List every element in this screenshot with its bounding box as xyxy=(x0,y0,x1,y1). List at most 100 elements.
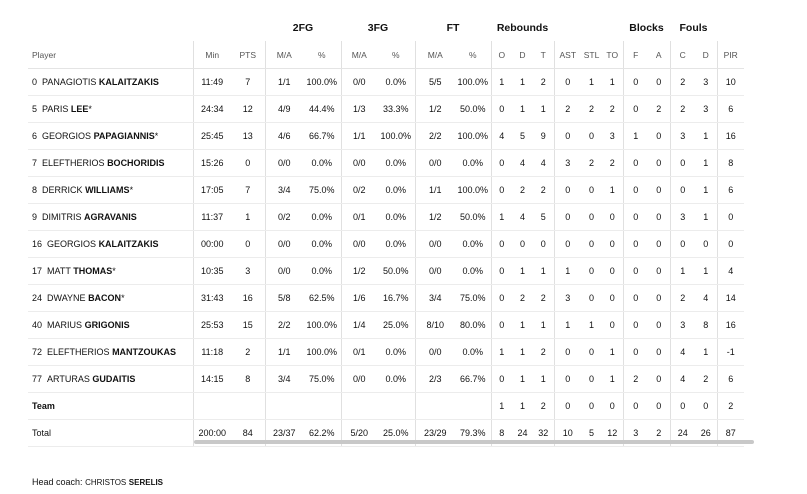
stat-to: 0 xyxy=(602,392,623,420)
stat-t: 1 xyxy=(533,95,554,123)
header-3fg-pct[interactable]: % xyxy=(377,41,415,69)
player-name-cell[interactable]: 72 ELEFTHERIOS MANTZOUKAS xyxy=(28,338,193,366)
player-number: 72 xyxy=(32,347,43,357)
player-name-cell[interactable]: 40 MARIUS GRIGONIS xyxy=(28,311,193,339)
stat-ft: 0/0 xyxy=(414,257,455,285)
stat-stl: 0 xyxy=(581,392,602,420)
header-2fg-pct[interactable]: % xyxy=(303,41,341,69)
stat-o: 1 xyxy=(490,203,512,231)
stat-fg2: 1/1 xyxy=(264,68,303,96)
stat-ast: 0 xyxy=(553,176,581,204)
table-row: 17 MATT THOMAS* 10:35 3 0/0 0.0% 1/2 50.0% 0/0 0… xyxy=(28,257,744,285)
stat-ft: 1/2 xyxy=(414,203,455,231)
group-rebounds: Rebounds xyxy=(496,21,549,34)
stat-ft: 1/2 xyxy=(414,95,455,123)
header-blocks-against[interactable]: A xyxy=(648,41,670,69)
stat-stl: 1 xyxy=(581,311,602,339)
stat-ftp: 66.7% xyxy=(455,365,491,393)
stat-d: 1 xyxy=(512,68,533,96)
table-row: 5 PARIS LEE* 24:34 12 4/9 44.4% 1/3 33.3% 1/2 50… xyxy=(28,95,744,123)
player-name-cell[interactable]: 17 MATT THOMAS* xyxy=(28,257,193,285)
stat-ftp: 100.0% xyxy=(455,68,491,96)
stat-ba: 0 xyxy=(648,311,670,339)
stat-fc: 2 xyxy=(669,68,695,96)
stat-fg2: 2/2 xyxy=(264,311,303,339)
stat-fg2: 3/4 xyxy=(264,365,303,393)
stat-d: 2 xyxy=(512,284,533,312)
stat-pir: 0 xyxy=(716,230,744,258)
head-coach-last-name: SERELIS xyxy=(128,478,164,487)
horizontal-scrollbar[interactable] xyxy=(194,440,754,444)
stat-t: 9 xyxy=(533,122,554,150)
stat-o: 0 xyxy=(490,230,512,258)
stat-bf: 0 xyxy=(622,338,648,366)
header-ast[interactable]: AST xyxy=(553,41,581,69)
player-first-name: ARTURAS xyxy=(47,374,90,384)
starter-mark: * xyxy=(112,266,116,276)
header-def-reb[interactable]: D xyxy=(512,41,533,69)
stat-fd: 4 xyxy=(695,284,717,312)
stat-pir: 10 xyxy=(716,68,744,96)
stat-pir: 16 xyxy=(716,122,744,150)
stat-fg3: 0/1 xyxy=(340,203,377,231)
stat-ba: 0 xyxy=(648,392,670,420)
header-off-reb[interactable]: O xyxy=(490,41,512,69)
player-first-name: PARIS xyxy=(42,104,69,114)
player-number: 16 xyxy=(32,239,43,249)
player-first-name: MATT xyxy=(47,266,71,276)
stat-to: 0 xyxy=(602,257,623,285)
header-fouls-drawn[interactable]: D xyxy=(695,41,717,69)
group-2fg: 2FG xyxy=(292,21,314,34)
player-number: 40 xyxy=(32,320,43,330)
header-blocks-for[interactable]: F xyxy=(622,41,648,69)
header-to[interactable]: TO xyxy=(602,41,623,69)
header-3fg-ma[interactable]: M/A xyxy=(340,41,377,69)
header-ft-pct[interactable]: % xyxy=(455,41,491,69)
stat-ftp: 75.0% xyxy=(455,284,491,312)
player-name-cell[interactable]: 6 GEORGIOS PAPAGIANNIS* xyxy=(28,122,193,150)
stat-fg3: 1/1 xyxy=(340,122,377,150)
player-name-cell[interactable]: 8 DERRICK WILLIAMS* xyxy=(28,176,193,204)
player-first-name: GEORGIOS xyxy=(42,131,92,141)
header-stl[interactable]: STL xyxy=(581,41,602,69)
header-min[interactable]: Min xyxy=(192,41,231,69)
stat-ba: 0 xyxy=(648,68,670,96)
total-label: Total xyxy=(28,419,193,447)
stat-pir: 8 xyxy=(716,149,744,177)
header-tot-reb[interactable]: T xyxy=(533,41,554,69)
stat-min: 11:18 xyxy=(192,338,231,366)
player-first-name: GEORGIOS xyxy=(47,239,97,249)
header-fouls-committed[interactable]: C xyxy=(669,41,695,69)
stat-fd: 1 xyxy=(695,149,717,177)
stat-pts: 12 xyxy=(231,95,265,123)
stat-pts: 13 xyxy=(231,122,265,150)
player-last-name: PAPAGIANNIS xyxy=(93,131,155,141)
header-ft-ma[interactable]: M/A xyxy=(414,41,455,69)
stat-stl: 0 xyxy=(581,338,602,366)
player-name-cell[interactable]: 0 PANAGIOTIS KALAITZAKIS xyxy=(28,68,193,96)
player-name-cell[interactable]: 24 DWAYNE BACON* xyxy=(28,284,193,312)
stat-ba: 0 xyxy=(648,338,670,366)
group-blocks: Blocks xyxy=(629,21,664,34)
stat-ast: 0 xyxy=(553,365,581,393)
stat-t: 2 xyxy=(533,176,554,204)
header-pir[interactable]: PIR xyxy=(716,41,744,69)
stat-to: 1 xyxy=(602,68,623,96)
header-2fg-ma[interactable]: M/A xyxy=(264,41,303,69)
stat-fg3p: 0.0% xyxy=(377,365,415,393)
stat-t: 2 xyxy=(533,68,554,96)
stat-fd: 3 xyxy=(695,68,717,96)
player-name-cell[interactable]: 9 DIMITRIS AGRAVANIS xyxy=(28,203,193,231)
player-name-cell[interactable]: 5 PARIS LEE* xyxy=(28,95,193,123)
player-number: 17 xyxy=(32,266,43,276)
stat-ft: 0/0 xyxy=(414,230,455,258)
player-name-cell[interactable]: 16 GEORGIOS KALAITZAKIS xyxy=(28,230,193,258)
starter-mark: * xyxy=(121,293,125,303)
header-player[interactable]: Player xyxy=(28,41,193,69)
stat-o: 4 xyxy=(490,122,512,150)
player-name-cell[interactable]: 77 ARTURAS GUDAITIS xyxy=(28,365,193,393)
stat-t: 4 xyxy=(533,149,554,177)
header-pts[interactable]: PTS xyxy=(231,41,265,69)
player-name-cell[interactable]: 7 ELEFTHERIOS BOCHORIDIS xyxy=(28,149,193,177)
stat-fg3p: 0.0% xyxy=(377,230,415,258)
